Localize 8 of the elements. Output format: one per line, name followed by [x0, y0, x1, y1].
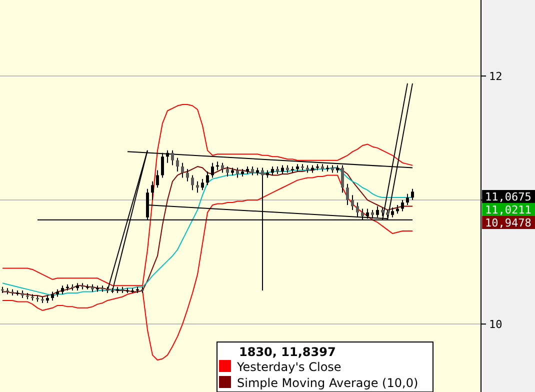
y-tick-label: 12 — [489, 70, 502, 84]
text: 10,9478 — [485, 216, 532, 230]
text: 11,0211 — [485, 204, 532, 216]
annotation: 1830, 11,8397 — [239, 345, 336, 359]
text: 11,0675 — [485, 190, 532, 204]
legend-label: Yesterday's Close — [236, 360, 342, 374]
y-tick-label: 10 — [489, 318, 502, 332]
legend-label: Simple Moving Average (10,0) — [237, 376, 418, 390]
